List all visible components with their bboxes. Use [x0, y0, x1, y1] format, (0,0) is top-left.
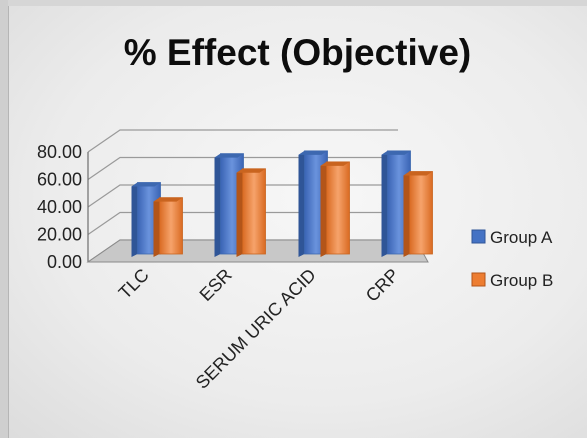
left-border	[0, 0, 9, 438]
x-category-label: TLC	[115, 265, 153, 303]
bar-group-b-esr	[242, 168, 266, 255]
bar-top	[214, 153, 244, 158]
bar-side	[131, 182, 138, 257]
y-tick-label: 0.00	[47, 252, 82, 272]
bar-side	[214, 153, 221, 257]
bar-group-b-tlc	[159, 197, 183, 255]
bar-top	[320, 161, 350, 166]
y-tick-label: 80.00	[37, 142, 82, 162]
bar-top	[298, 150, 328, 155]
bar-top	[153, 197, 183, 202]
bar-top	[403, 171, 433, 176]
bar-top	[236, 168, 266, 173]
legend-label: Group A	[490, 228, 553, 247]
bar-side	[298, 150, 305, 257]
legend-label: Group B	[490, 271, 553, 290]
x-category-label: CRP	[362, 265, 403, 306]
bar-side	[236, 168, 243, 257]
y-tick-label: 20.00	[37, 225, 82, 245]
bar-side	[403, 171, 410, 257]
y-tick-label: 40.00	[37, 197, 82, 217]
x-category-label: ESR	[196, 265, 236, 305]
bar-group-b-crp	[409, 171, 433, 255]
bar-group-b-serum-uric-acid	[326, 161, 350, 255]
legend-swatch	[471, 272, 486, 287]
bar-top	[381, 150, 411, 155]
bar-side	[320, 161, 327, 257]
bar-top	[131, 182, 161, 187]
gridline	[87, 129, 398, 153]
chart-title: % Effect (Objective)	[123, 32, 472, 73]
legend-swatch	[471, 229, 486, 244]
bar-side	[153, 197, 160, 257]
bar-side	[381, 150, 388, 257]
top-border	[8, 0, 587, 6]
y-tick-label: 60.00	[37, 170, 82, 190]
